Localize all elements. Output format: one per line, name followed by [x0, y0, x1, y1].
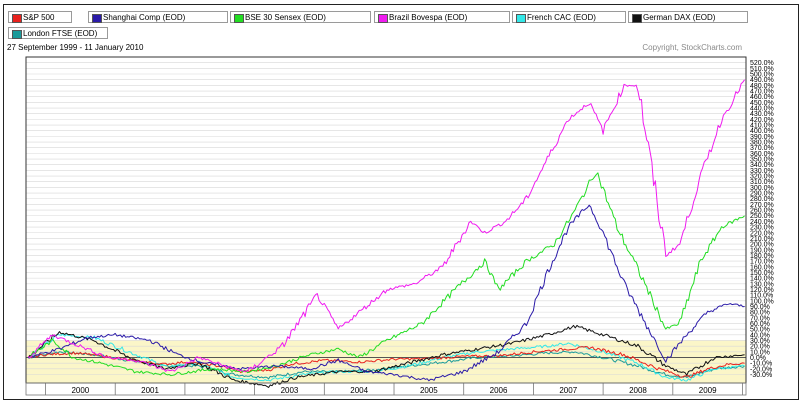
y-tick-label: 40.0%: [750, 332, 770, 339]
legend-label: Brazil Bovespa (EOD): [389, 13, 468, 22]
legend-swatch: [12, 30, 22, 39]
plot-background: [26, 57, 746, 383]
legend-swatch: [234, 14, 244, 23]
y-tick-label: 500.0%: [750, 72, 774, 79]
y-tick-label: -30.0%: [750, 372, 772, 379]
y-tick-label: 340.0%: [750, 162, 774, 169]
y-tick-label: 110.0%: [750, 293, 773, 300]
y-tick-label: 440.0%: [750, 106, 774, 113]
legend: S&P 500 Shanghai Comp (EOD) BSE 30 Sensex …: [4, 5, 798, 41]
y-tick-label: 360.0%: [750, 151, 774, 158]
y-tick-label: 160.0%: [750, 264, 774, 271]
y-tick-label: 310.0%: [750, 179, 774, 186]
y-tick-label: 30.0%: [750, 338, 770, 345]
x-tick-label: 2009: [699, 386, 717, 395]
y-tick-label: 190.0%: [750, 247, 774, 254]
y-tick-label: 130.0%: [750, 281, 774, 288]
y-tick-label: 420.0%: [750, 117, 774, 124]
legend-item: S&P 500: [8, 11, 72, 23]
y-tick-label: 330.0%: [750, 168, 774, 175]
legend-item: Brazil Bovespa (EOD): [374, 11, 510, 23]
y-tick-label: 300.0%: [750, 185, 774, 192]
y-tick-label: 220.0%: [750, 230, 774, 237]
copyright: Copyright, StockCharts.com: [642, 43, 742, 52]
x-tick-label: 2006: [490, 386, 508, 395]
y-tick-label: 290.0%: [750, 191, 774, 198]
y-tick-label: 70.0%: [750, 315, 770, 322]
y-tick-label: 240.0%: [750, 219, 774, 226]
y-tick-label: 140.0%: [750, 276, 774, 283]
y-tick-label: 90.0%: [750, 304, 770, 311]
legend-item: French CAC (EOD): [512, 11, 626, 23]
legend-item: Shanghai Comp (EOD): [88, 11, 228, 23]
legend-label: S&P 500: [23, 13, 55, 22]
legend-item: London FTSE (EOD): [8, 27, 108, 39]
legend-swatch: [378, 14, 388, 23]
y-tick-label: 370.0%: [750, 145, 774, 152]
y-tick-label: 260.0%: [750, 208, 774, 215]
chart-svg: 520.0%510.0%500.0%490.0%480.0%470.0%460.…: [25, 56, 774, 396]
x-tick-label: 2001: [141, 386, 159, 395]
legend-label: Shanghai Comp (EOD): [103, 13, 186, 22]
y-tick-label: 50.0%: [750, 327, 770, 334]
series-line: [28, 346, 745, 378]
y-tick-label: 450.0%: [750, 100, 774, 107]
y-tick-label: 60.0%: [750, 321, 770, 328]
x-tick-label: 2003: [281, 386, 299, 395]
legend-label: BSE 30 Sensex (EOD): [245, 13, 326, 22]
y-tick-label: 200.0%: [750, 242, 774, 249]
x-tick-label: 2007: [559, 386, 577, 395]
y-tick-label: 210.0%: [750, 236, 774, 243]
y-tick-label: 150.0%: [750, 270, 774, 277]
series-line: [27, 172, 745, 377]
series-line: [28, 204, 745, 382]
legend-label: German DAX (EOD): [643, 13, 716, 22]
y-tick-label: 510.0%: [750, 66, 774, 73]
y-tick-label: 400.0%: [750, 128, 774, 135]
legend-item: BSE 30 Sensex (EOD): [230, 11, 371, 23]
y-tick-label: 480.0%: [750, 83, 774, 90]
x-axis-band: [25, 382, 747, 396]
x-tick-label: 2004: [350, 386, 368, 395]
y-tick-label: 390.0%: [750, 134, 774, 141]
y-tick-label: 100.0%: [750, 298, 774, 305]
x-tick-label: 2005: [420, 386, 438, 395]
date-range: 27 September 1999 - 11 January 2010: [7, 43, 144, 52]
y-tick-label: 180.0%: [750, 253, 774, 260]
chart-frame: S&P 500 Shanghai Comp (EOD) BSE 30 Sensex …: [3, 4, 799, 400]
y-tick-label: 250.0%: [750, 213, 774, 220]
y-tick-label: 0.0%: [750, 355, 766, 362]
x-tick-label: 2008: [629, 386, 647, 395]
y-tick-label: 460.0%: [750, 94, 774, 101]
y-tick-label: 170.0%: [750, 259, 774, 266]
y-tick-label: 470.0%: [750, 89, 774, 96]
legend-swatch: [516, 14, 526, 23]
legend-swatch: [12, 14, 22, 23]
y-tick-label: 410.0%: [750, 123, 774, 130]
y-tick-label: 230.0%: [750, 225, 774, 232]
y-tick-label: -20.0%: [750, 366, 772, 373]
y-tick-label: 320.0%: [750, 174, 774, 181]
y-tick-label: 280.0%: [750, 196, 774, 203]
legend-label: London FTSE (EOD): [23, 29, 98, 38]
y-tick-label: 350.0%: [750, 157, 774, 164]
legend-swatch: [92, 14, 102, 23]
y-tick-label: 10.0%: [750, 349, 770, 356]
y-tick-label: 270.0%: [750, 202, 774, 209]
y-tick-label: 490.0%: [750, 77, 774, 84]
legend-swatch: [632, 14, 642, 23]
y-tick-label: 380.0%: [750, 140, 774, 147]
y-tick-label: -10.0%: [750, 361, 772, 368]
legend-label: French CAC (EOD): [527, 13, 596, 22]
y-tick-label: 430.0%: [750, 111, 774, 118]
y-tick-label: 120.0%: [750, 287, 774, 294]
x-tick-label: 2000: [71, 386, 89, 395]
y-tick-label: 20.0%: [750, 344, 770, 351]
series-line: [27, 79, 746, 373]
x-tick-label: 2002: [211, 386, 229, 395]
legend-item: German DAX (EOD): [628, 11, 748, 23]
y-tick-label: 80.0%: [750, 310, 770, 317]
y-tick-label: 520.0%: [750, 60, 774, 67]
